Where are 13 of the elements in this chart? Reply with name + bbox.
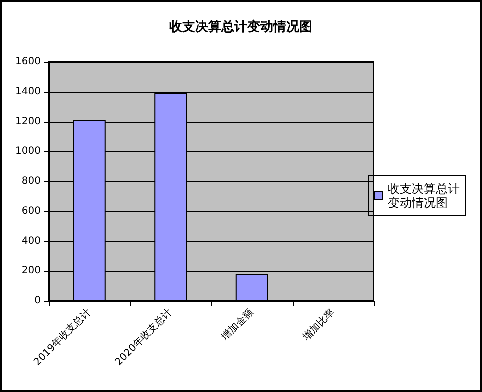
y-tick-label: 1400: [16, 86, 41, 98]
y-tick-label: 0: [34, 296, 41, 306]
y-tick-label: 1000: [16, 146, 41, 158]
y-tick-label: 200: [22, 266, 41, 277]
y-tick-label: 1200: [16, 116, 41, 128]
x-tick-label: 增加比率: [300, 306, 338, 344]
x-tick-label: 增加金额: [218, 306, 256, 344]
chart-title: 收支决算总计变动情况图: [170, 19, 312, 35]
y-tick-label: 600: [22, 206, 41, 217]
y-tick-label: 400: [22, 236, 41, 247]
y-tick-label: 1600: [16, 56, 41, 68]
legend-label: 收支决算总计变动情况图: [388, 182, 460, 210]
y-tick-label: 800: [22, 176, 41, 187]
